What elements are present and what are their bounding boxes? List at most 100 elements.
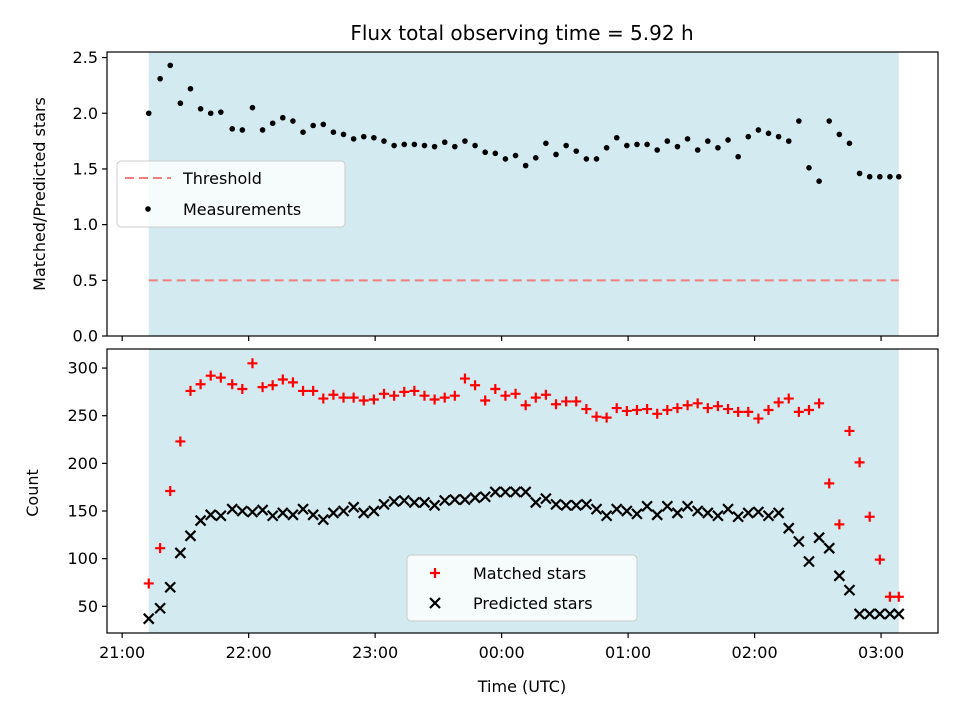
data-point	[793, 406, 804, 417]
data-point	[684, 136, 691, 142]
y-axis-label-count: Count	[23, 469, 42, 517]
data-point	[409, 385, 420, 396]
data-point	[472, 142, 478, 149]
data-point	[368, 394, 379, 405]
data-point	[499, 486, 512, 498]
data-point	[661, 500, 674, 513]
data-point	[762, 510, 775, 522]
data-point	[239, 127, 246, 133]
data-point	[348, 392, 359, 403]
data-point	[631, 508, 643, 520]
data-point	[318, 393, 329, 404]
data-point	[704, 138, 711, 144]
legend-matched-marker	[430, 568, 440, 578]
data-point	[378, 498, 390, 511]
data-point	[266, 510, 279, 522]
x-tick-label: 02:00	[732, 643, 778, 662]
data-point	[560, 499, 572, 512]
y-tick-label: 150	[67, 502, 98, 521]
data-point	[492, 150, 499, 157]
y-tick-label: 200	[67, 454, 98, 473]
data-point	[893, 591, 904, 602]
data-point	[530, 392, 541, 403]
data-point	[327, 507, 340, 519]
data-point	[347, 501, 360, 513]
data-point	[833, 570, 846, 582]
data-point	[601, 412, 612, 423]
data-point	[449, 390, 460, 401]
data-point	[246, 506, 259, 518]
data-point	[290, 118, 296, 124]
data-point	[449, 493, 461, 506]
data-point	[642, 404, 653, 415]
data-point	[874, 554, 885, 565]
data-point	[571, 396, 582, 407]
y-tick-label: 100	[67, 549, 98, 568]
data-point	[459, 493, 471, 506]
data-point	[269, 120, 276, 127]
data-point	[570, 499, 583, 512]
data-point	[813, 531, 825, 544]
data-point	[371, 134, 377, 141]
data-point	[624, 142, 630, 149]
data-point	[765, 130, 772, 137]
y-tick-label: 1.0	[73, 215, 98, 234]
data-point	[340, 131, 347, 138]
data-point	[194, 514, 207, 527]
data-point	[682, 400, 693, 411]
data-point	[155, 543, 166, 554]
legend-matched-label: Matched stars	[473, 564, 586, 583]
y-tick-label: 0.0	[73, 327, 98, 346]
data-point	[479, 490, 491, 503]
data-point	[621, 405, 632, 416]
data-point	[563, 142, 569, 149]
data-point	[610, 503, 623, 515]
data-point	[733, 406, 744, 417]
data-point	[307, 509, 319, 521]
data-point	[783, 393, 794, 404]
legend-predicted-marker	[429, 597, 441, 609]
data-point	[287, 377, 298, 388]
legend-threshold-label: Threshold	[182, 169, 262, 188]
data-point	[421, 142, 428, 149]
data-point	[884, 591, 895, 602]
data-point	[358, 395, 369, 406]
data-point	[249, 104, 256, 111]
data-point	[350, 136, 357, 142]
data-point	[651, 509, 663, 521]
data-point	[803, 555, 815, 568]
data-point	[204, 509, 217, 521]
data-point	[399, 386, 410, 397]
data-point	[864, 511, 875, 522]
data-point	[357, 507, 370, 519]
data-point	[895, 173, 902, 180]
legend-predicted-label: Predicted stars	[473, 594, 593, 613]
data-point	[520, 400, 531, 411]
data-point	[439, 392, 450, 403]
data-point	[469, 491, 481, 504]
data-point	[540, 389, 551, 400]
x-tick-label: 00:00	[479, 643, 525, 662]
data-point	[834, 519, 845, 530]
data-point	[681, 500, 694, 513]
data-point	[391, 142, 397, 149]
data-point	[226, 503, 238, 515]
data-point	[806, 165, 812, 171]
data-point	[185, 385, 196, 396]
data-point	[874, 608, 886, 620]
data-point	[671, 507, 684, 519]
data-point	[257, 382, 268, 393]
series-measurements	[145, 62, 902, 184]
series-predicted-stars	[142, 486, 905, 625]
data-point	[237, 384, 248, 395]
data-point	[863, 608, 876, 620]
data-point	[732, 510, 744, 523]
data-point	[692, 398, 703, 409]
data-point	[722, 503, 734, 515]
data-point	[631, 404, 642, 415]
data-point	[280, 114, 286, 121]
data-point	[215, 510, 227, 522]
legend-box	[116, 160, 346, 228]
data-point	[755, 127, 762, 133]
